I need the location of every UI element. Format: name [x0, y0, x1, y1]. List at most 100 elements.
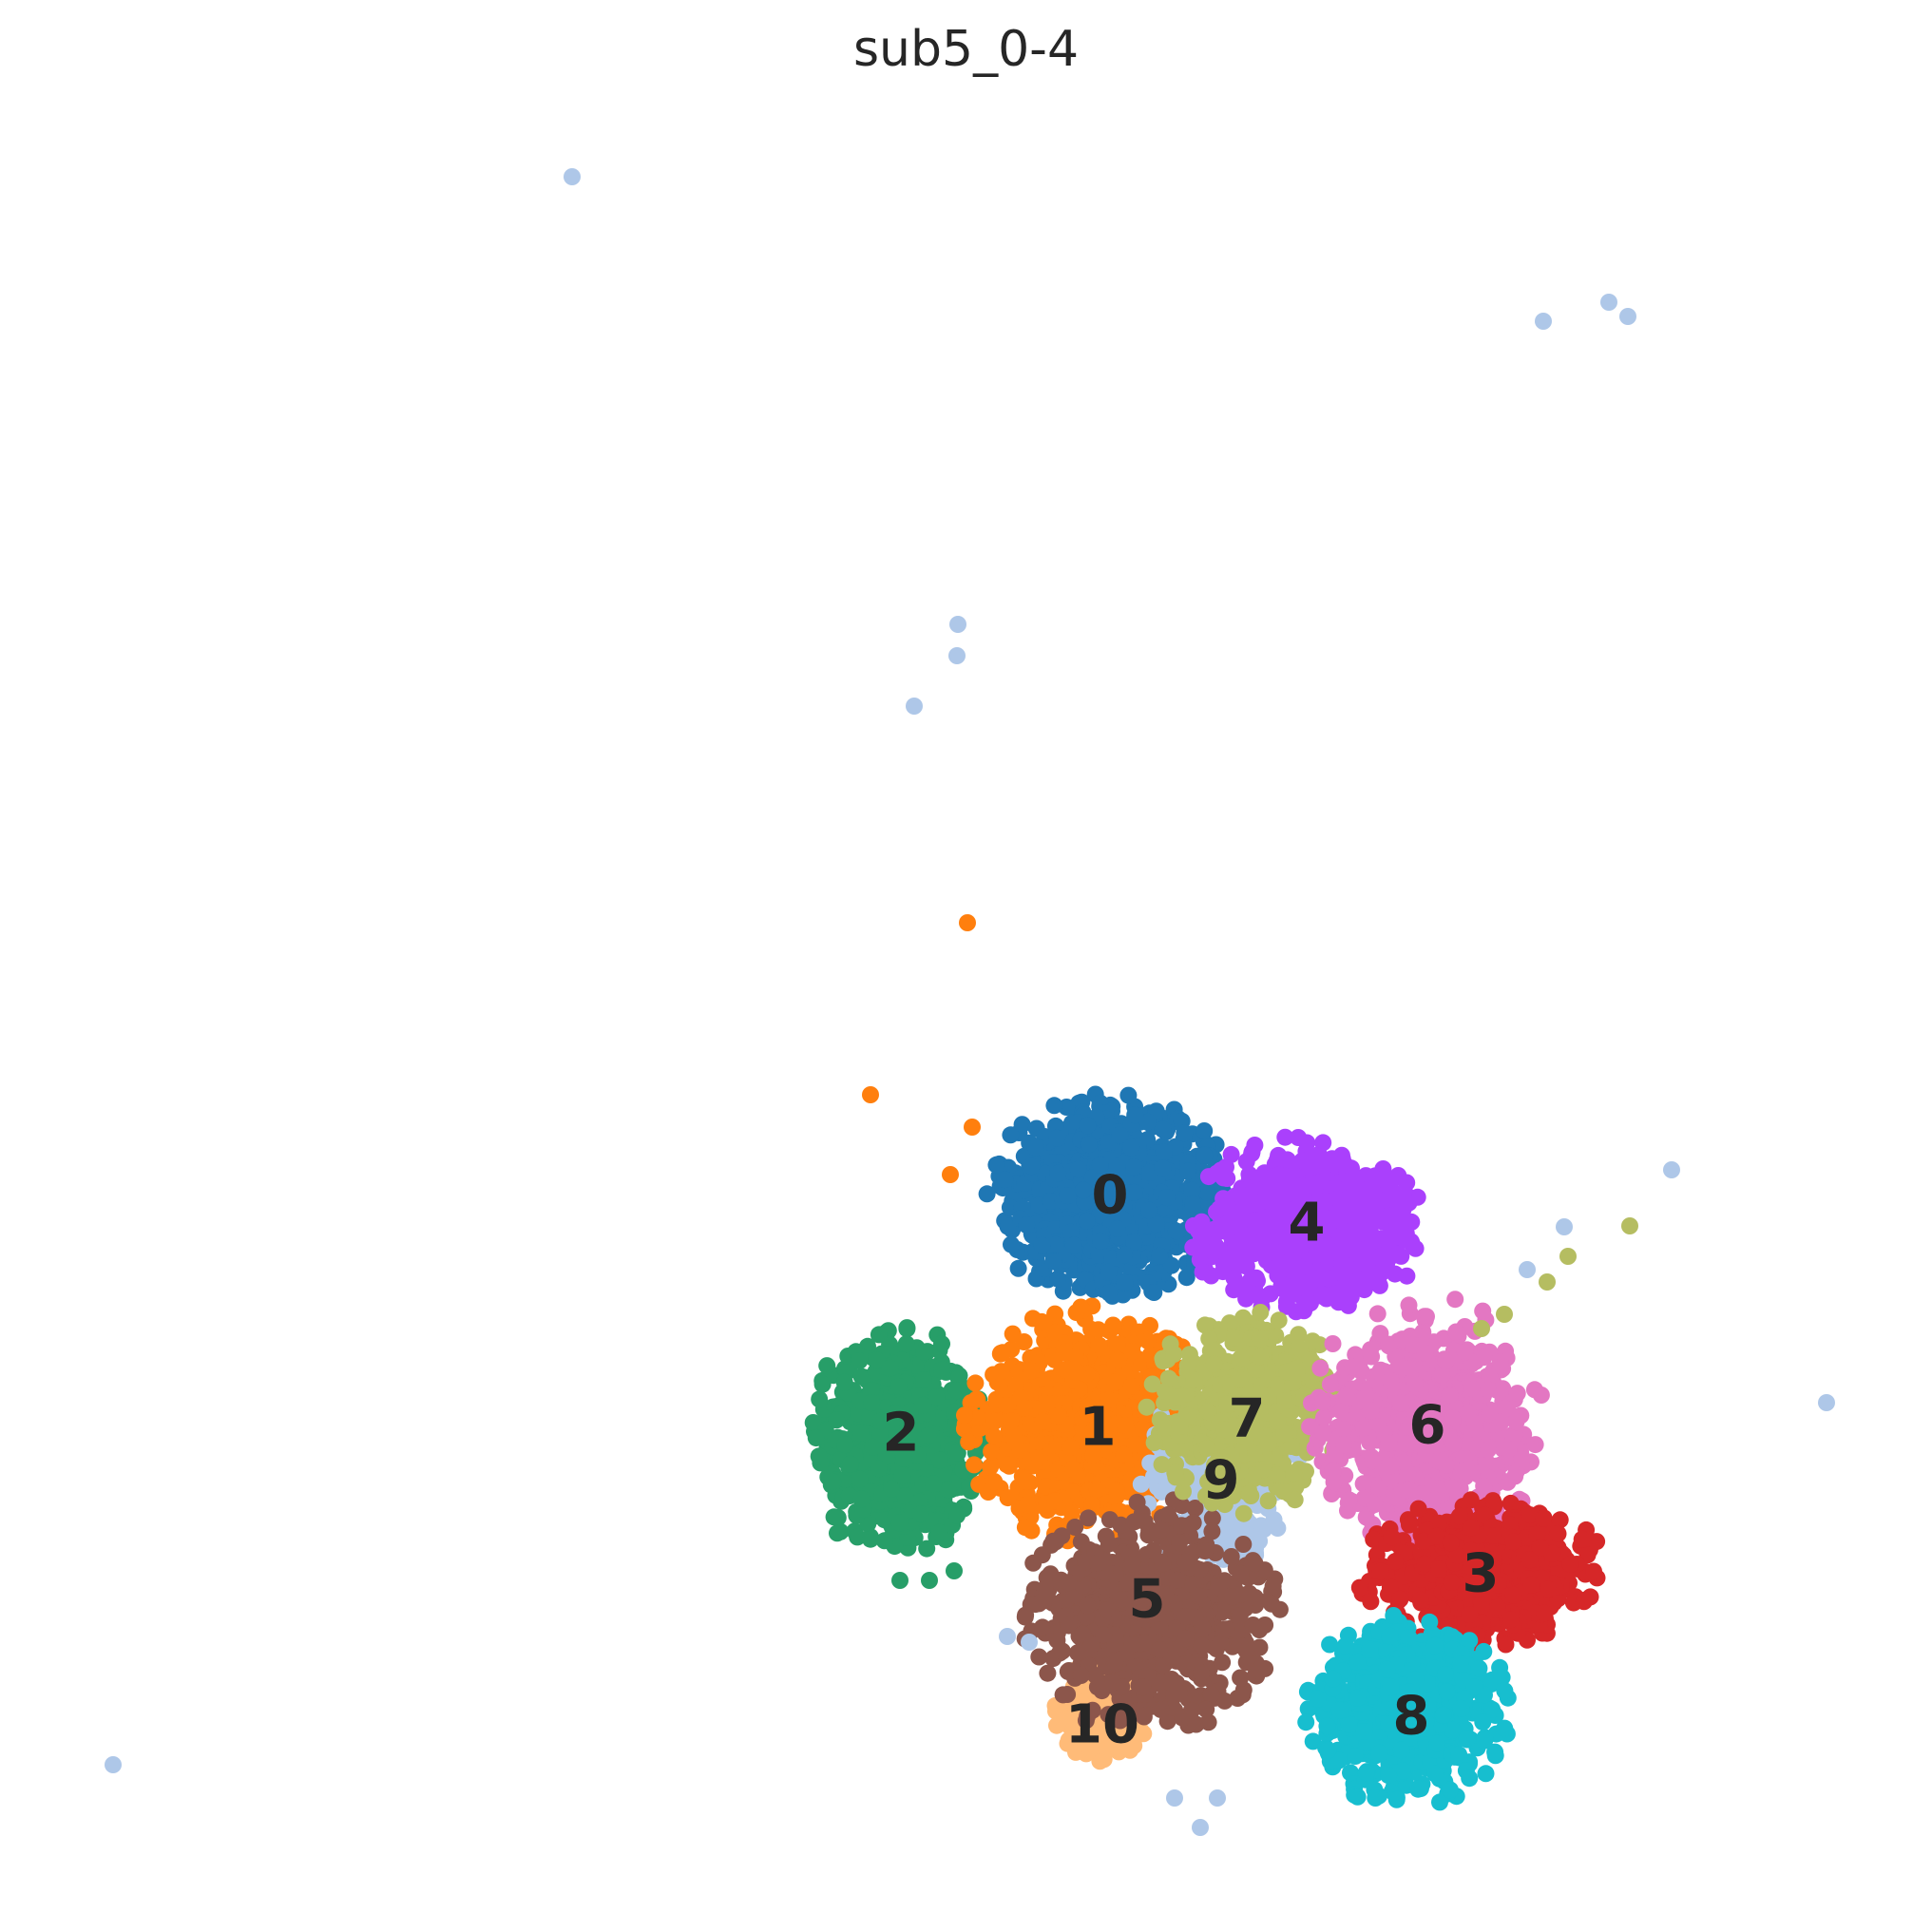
cluster-0-point	[1080, 1136, 1098, 1154]
cluster-2-point	[835, 1373, 853, 1391]
cluster-1-point	[966, 1456, 983, 1474]
cluster-0-point	[1044, 1253, 1062, 1271]
cluster-2-point	[933, 1361, 951, 1379]
cluster-0-point	[1140, 1201, 1158, 1219]
cluster-2-point	[862, 1530, 879, 1548]
cluster-1-point	[994, 1344, 1011, 1362]
cluster-4-point	[1218, 1196, 1236, 1215]
cluster-2-point	[895, 1449, 913, 1467]
cluster-5-point	[1176, 1553, 1195, 1571]
cluster-5-point	[1171, 1684, 1189, 1702]
cluster-2-point	[837, 1361, 855, 1378]
cluster-0-point	[1155, 1143, 1173, 1161]
cluster-2-point	[939, 1481, 957, 1499]
cluster-0-point	[1002, 1126, 1020, 1144]
cluster-0-point	[1100, 1284, 1119, 1302]
cluster-5-point	[1244, 1616, 1262, 1634]
cluster-2-point	[881, 1359, 899, 1377]
cluster-2-point	[883, 1480, 901, 1498]
cluster-1-point	[1055, 1344, 1073, 1362]
cluster-5-point	[1017, 1606, 1035, 1624]
cluster-4-point	[1243, 1143, 1261, 1161]
cluster-0-point	[1116, 1273, 1134, 1291]
cluster-4-point	[1230, 1218, 1248, 1236]
cluster-0-point	[1018, 1216, 1036, 1234]
cluster-0-point	[1154, 1159, 1172, 1177]
cluster-0-point	[1167, 1222, 1185, 1240]
cluster-5-point	[1176, 1608, 1195, 1626]
cluster-5-point	[1197, 1700, 1215, 1718]
cluster-2-point	[898, 1319, 916, 1337]
cluster-5-point	[1246, 1589, 1264, 1606]
cluster-7-point	[1259, 1492, 1277, 1510]
cluster-4-point	[1184, 1238, 1202, 1256]
cluster-4-point	[1270, 1146, 1288, 1164]
cluster-2-point	[897, 1335, 915, 1353]
cluster-4-point	[1292, 1273, 1310, 1291]
cluster-1-point	[1115, 1445, 1133, 1463]
cluster-0-point	[1116, 1246, 1134, 1264]
cluster-1-point	[985, 1473, 1004, 1490]
cluster-5-point	[1210, 1578, 1228, 1596]
cluster-5-point	[1151, 1640, 1169, 1658]
cluster-5-point	[1152, 1521, 1170, 1539]
cluster-2-point	[889, 1378, 908, 1395]
cluster-1-point	[1106, 1373, 1124, 1391]
cluster-5-point	[1098, 1601, 1116, 1619]
cluster-1-point	[1088, 1481, 1106, 1499]
cluster-4-point	[1386, 1265, 1404, 1283]
cluster-0-point	[1197, 1183, 1215, 1201]
cluster-5-point	[1246, 1555, 1264, 1573]
cluster-2-point	[863, 1394, 881, 1412]
cluster-0-point	[978, 1185, 996, 1203]
cluster-2-point	[849, 1528, 867, 1546]
cluster-1-point	[966, 1374, 985, 1392]
cluster-0-point	[1092, 1232, 1110, 1250]
cluster-1-point	[998, 1456, 1016, 1474]
cluster-4-point	[1355, 1281, 1373, 1299]
cluster-5-point	[1053, 1642, 1071, 1660]
cluster-2-point	[870, 1460, 888, 1478]
cluster-5-point	[1123, 1636, 1141, 1654]
cluster-2-point	[870, 1326, 888, 1344]
cluster-4-point	[1245, 1212, 1263, 1230]
cluster-5-point	[1136, 1513, 1154, 1531]
cluster-5-point	[1224, 1588, 1241, 1606]
cluster-4-point	[1360, 1180, 1377, 1198]
cluster-0-point	[1048, 1129, 1066, 1147]
cluster-0-point	[1079, 1117, 1097, 1135]
cluster-5-point	[1060, 1574, 1078, 1592]
cluster-5-point	[1179, 1517, 1197, 1535]
cluster-4-point	[1228, 1239, 1245, 1257]
cluster-4-point	[1250, 1241, 1268, 1259]
cluster-0-point	[1179, 1162, 1196, 1180]
cluster-2-point	[909, 1446, 927, 1464]
cluster-0-point	[1045, 1097, 1063, 1115]
cluster-5-point	[1193, 1664, 1210, 1682]
cluster-2-points	[804, 1319, 995, 1558]
cluster-0-point	[1100, 1263, 1118, 1281]
cluster-5-point	[1193, 1636, 1211, 1655]
cluster-0-point	[1184, 1195, 1202, 1213]
cluster-5-point	[1105, 1655, 1123, 1673]
cluster-2-point	[930, 1451, 948, 1469]
cluster-1-point	[1107, 1482, 1125, 1500]
cluster-0-point	[996, 1171, 1014, 1189]
cluster-2-point	[836, 1436, 854, 1454]
points-layer	[804, 1085, 1606, 1811]
cluster-4-point	[1339, 1296, 1357, 1314]
cluster-5-point	[1079, 1597, 1097, 1615]
cluster-4-point	[1320, 1270, 1338, 1288]
cluster-5-point	[1039, 1664, 1057, 1682]
cluster-5-point	[1222, 1548, 1240, 1565]
cluster-1-point	[985, 1412, 1004, 1430]
cluster-2-point	[810, 1447, 828, 1465]
cluster-1-point	[1090, 1336, 1108, 1354]
cluster-2-point	[818, 1357, 836, 1375]
cluster-4-point	[1269, 1199, 1287, 1217]
cluster-5-point	[1095, 1626, 1113, 1644]
cluster-5-point	[1237, 1642, 1255, 1659]
cluster-0-point	[1023, 1157, 1041, 1176]
cluster-0-point	[1003, 1235, 1020, 1253]
cluster-2-point	[904, 1422, 922, 1440]
